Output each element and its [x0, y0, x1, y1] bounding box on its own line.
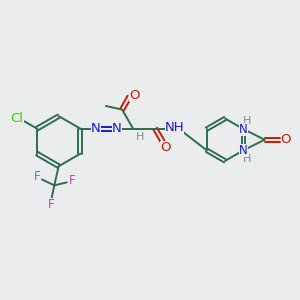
Text: N: N [112, 122, 122, 135]
Text: Cl: Cl [11, 112, 24, 124]
Text: H: H [243, 154, 251, 164]
Text: H: H [135, 132, 144, 142]
Text: O: O [130, 89, 140, 102]
Text: N: N [239, 123, 248, 136]
Text: O: O [280, 133, 291, 146]
Text: O: O [160, 141, 171, 154]
Text: F: F [34, 170, 40, 183]
Text: F: F [69, 174, 75, 188]
Text: N: N [91, 122, 100, 135]
Text: NH: NH [164, 121, 184, 134]
Text: F: F [48, 198, 55, 211]
Text: H: H [243, 116, 251, 126]
Text: N: N [239, 144, 248, 157]
